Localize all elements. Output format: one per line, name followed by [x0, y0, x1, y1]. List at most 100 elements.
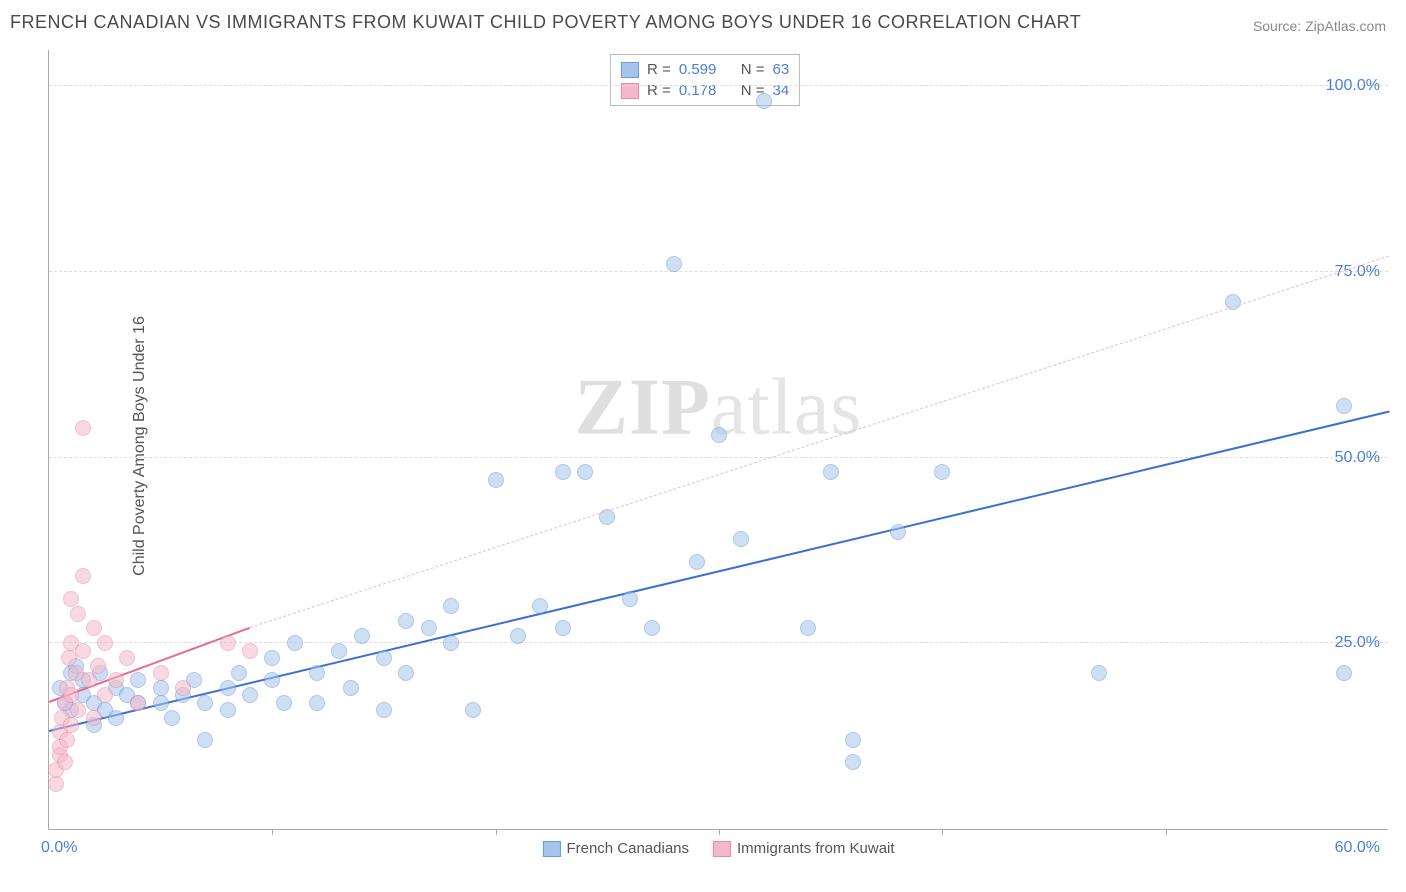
data-point	[890, 524, 906, 540]
data-point	[75, 568, 91, 584]
data-point	[220, 680, 236, 696]
n-value: 63	[772, 61, 789, 78]
data-point	[845, 754, 861, 770]
data-point	[153, 665, 169, 681]
data-point	[1091, 665, 1107, 681]
data-point	[398, 665, 414, 681]
correlation-legend: R = 0.599 N = 63R = 0.178 N = 34	[610, 54, 800, 106]
data-point	[108, 672, 124, 688]
x-tick	[1166, 829, 1167, 835]
data-point	[287, 635, 303, 651]
legend-item: Immigrants from Kuwait	[713, 840, 895, 857]
legend-row: R = 0.599 N = 63	[621, 59, 789, 80]
data-point	[555, 620, 571, 636]
r-value: 0.599	[679, 61, 717, 78]
data-point	[555, 464, 571, 480]
data-point	[689, 554, 705, 570]
data-point	[398, 613, 414, 629]
data-point	[231, 665, 247, 681]
data-point	[711, 427, 727, 443]
data-point	[421, 620, 437, 636]
data-point	[354, 628, 370, 644]
data-point	[197, 732, 213, 748]
series-legend: French Canadians Immigrants from Kuwait	[542, 840, 894, 857]
x-tick	[272, 829, 273, 835]
chart-container: FRENCH CANADIAN VS IMMIGRANTS FROM KUWAI…	[0, 0, 1406, 892]
data-point	[264, 650, 280, 666]
gridline	[49, 85, 1388, 86]
data-point	[823, 464, 839, 480]
x-tick	[942, 829, 943, 835]
data-point	[1336, 398, 1352, 414]
x-tick	[719, 829, 720, 835]
data-point	[97, 687, 113, 703]
trend-line	[49, 411, 1389, 732]
data-point	[175, 680, 191, 696]
r-label: R =	[647, 61, 671, 78]
legend-swatch	[542, 841, 560, 857]
data-point	[220, 702, 236, 718]
data-point	[622, 591, 638, 607]
legend-swatch	[713, 841, 731, 857]
data-point	[756, 93, 772, 109]
data-point	[63, 687, 79, 703]
data-point	[70, 702, 86, 718]
data-point	[309, 695, 325, 711]
data-point	[75, 420, 91, 436]
y-tick-label: 25.0%	[1335, 634, 1380, 652]
data-point	[443, 635, 459, 651]
n-label: N =	[741, 61, 765, 78]
data-point	[666, 256, 682, 272]
data-point	[97, 635, 113, 651]
gridline	[49, 271, 1388, 272]
data-point	[577, 464, 593, 480]
legend-label: Immigrants from Kuwait	[737, 840, 895, 857]
data-point	[343, 680, 359, 696]
data-point	[59, 732, 75, 748]
data-point	[800, 620, 816, 636]
data-point	[81, 672, 97, 688]
data-point	[510, 628, 526, 644]
data-point	[220, 635, 236, 651]
data-point	[934, 464, 950, 480]
chart-title: FRENCH CANADIAN VS IMMIGRANTS FROM KUWAI…	[10, 12, 1081, 33]
data-point	[90, 658, 106, 674]
data-point	[443, 598, 459, 614]
data-point	[845, 732, 861, 748]
data-point	[242, 643, 258, 659]
data-point	[86, 710, 102, 726]
trend-line	[250, 256, 1389, 628]
data-point	[70, 606, 86, 622]
data-point	[130, 695, 146, 711]
data-point	[197, 695, 213, 711]
y-tick-label: 50.0%	[1335, 449, 1380, 467]
data-point	[733, 531, 749, 547]
data-point	[264, 672, 280, 688]
data-point	[57, 754, 73, 770]
x-tick	[496, 829, 497, 835]
data-point	[242, 687, 258, 703]
data-point	[63, 591, 79, 607]
data-point	[1336, 665, 1352, 681]
data-point	[153, 680, 169, 696]
source-label: Source: ZipAtlas.com	[1253, 18, 1386, 34]
plot-area: ZIPatlas R = 0.599 N = 63R = 0.178 N = 3…	[48, 50, 1388, 830]
x-axis-min-label: 0.0%	[41, 839, 77, 857]
legend-swatch	[621, 62, 639, 78]
data-point	[465, 702, 481, 718]
data-point	[108, 710, 124, 726]
data-point	[276, 695, 292, 711]
legend-label: French Canadians	[566, 840, 689, 857]
data-point	[164, 710, 180, 726]
data-point	[48, 776, 64, 792]
data-point	[488, 472, 504, 488]
data-point	[75, 643, 91, 659]
x-axis-max-label: 60.0%	[1335, 839, 1380, 857]
data-point	[63, 717, 79, 733]
data-point	[331, 643, 347, 659]
data-point	[309, 665, 325, 681]
data-point	[119, 650, 135, 666]
data-point	[130, 672, 146, 688]
data-point	[532, 598, 548, 614]
gridline	[49, 457, 1388, 458]
